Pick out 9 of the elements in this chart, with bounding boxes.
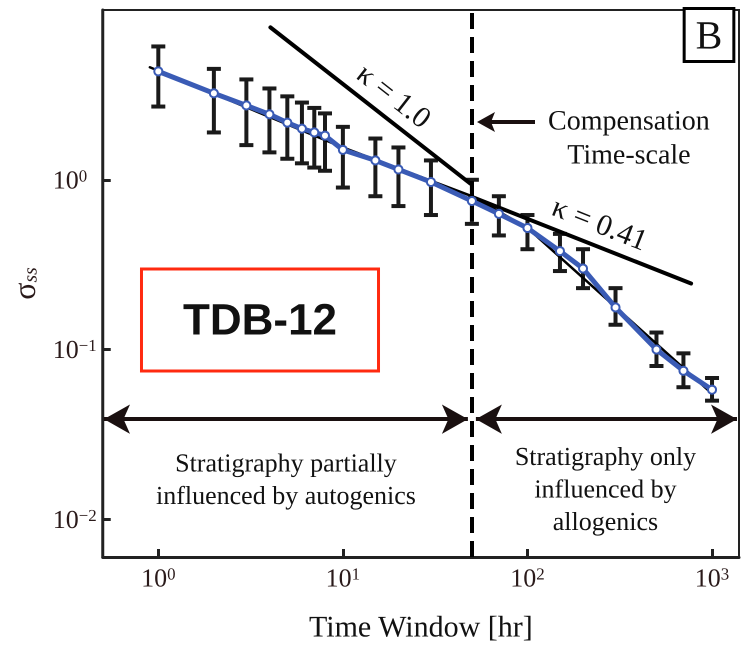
annotation: Stratigraphy partially influenced by autogenics xyxy=(156,448,416,510)
text: κ = 0.41 xyxy=(547,190,652,258)
ref-line-label: Compensation Time-scale xyxy=(548,106,710,170)
annotation: TDB-12 xyxy=(182,296,338,344)
text: κ = 1.0 xyxy=(350,56,438,135)
x-axis-title: Time Window [hr] xyxy=(308,610,533,644)
annotation: B xyxy=(696,12,722,58)
y-axis-title: σss xyxy=(6,267,42,300)
annotation: Stratigraphy only influenced by allogenics xyxy=(514,442,696,536)
